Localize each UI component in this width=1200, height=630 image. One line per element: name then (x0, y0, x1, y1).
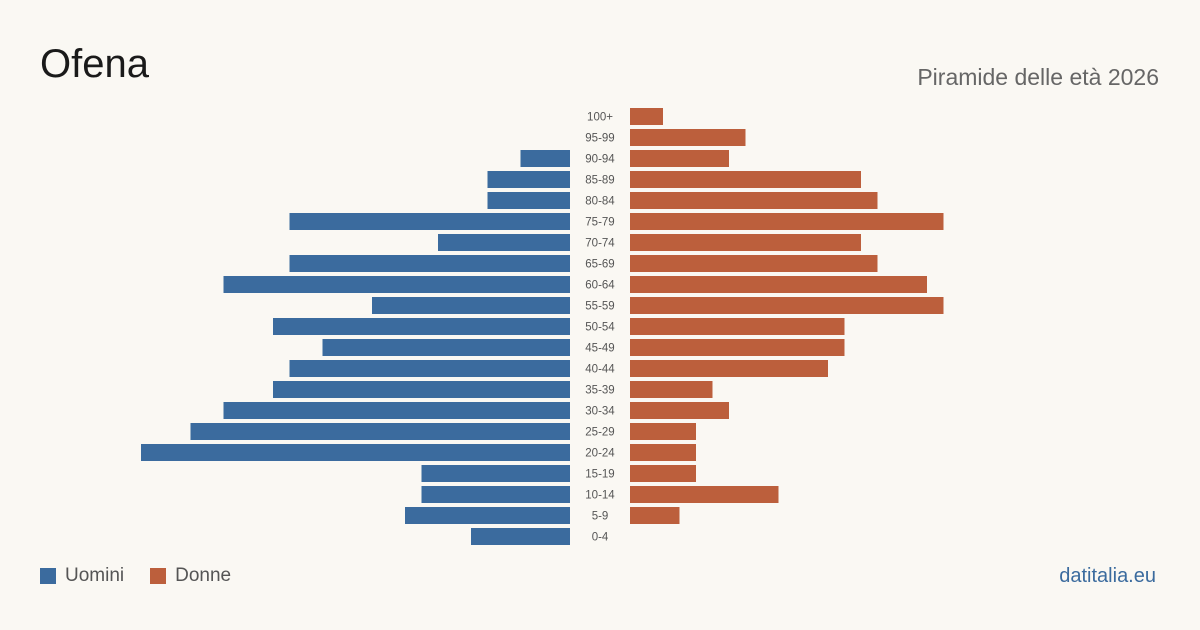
bar-men-45-49 (322, 339, 570, 356)
legend-swatch-men (40, 568, 56, 584)
age-label-90-94: 90-94 (585, 154, 615, 166)
bar-women-75-79 (630, 213, 944, 230)
bar-men-90-94 (520, 150, 570, 167)
bar-men-0-4 (471, 528, 570, 545)
bar-women-65-69 (630, 255, 878, 272)
bar-women-45-49 (630, 339, 845, 356)
age-label-60-64: 60-64 (585, 280, 615, 292)
age-label-10-14: 10-14 (585, 490, 615, 502)
age-labels-group: 100+ 95-99 90-94 85-89 80-84 75-79 70-74 65-69 6… (585, 112, 615, 544)
age-label-40-44: 40-44 (585, 364, 615, 376)
bar-women-15-19 (630, 465, 696, 482)
chart-subtitle: Piramide delle età 2026 (917, 64, 1159, 90)
bar-women-95-99 (630, 129, 746, 146)
legend-item-women: Donne (150, 565, 231, 587)
bar-women-85-89 (630, 171, 861, 188)
bar-men-15-19 (421, 465, 570, 482)
bar-women-25-29 (630, 423, 696, 440)
age-label-50-54: 50-54 (585, 322, 615, 334)
bar-men-30-34 (223, 402, 570, 419)
age-label-45-49: 45-49 (585, 343, 614, 355)
bar-men-50-54 (273, 318, 570, 335)
age-label-5-9: 5-9 (592, 511, 609, 523)
bar-men-70-74 (438, 234, 570, 251)
age-label-20-24: 20-24 (585, 448, 615, 460)
legend-swatch-women (150, 568, 167, 584)
age-label-35-39: 35-39 (585, 385, 614, 397)
bar-women-30-34 (630, 402, 729, 419)
bar-women-5-9 (630, 507, 680, 524)
bar-women-10-14 (630, 486, 779, 503)
age-label-75-79: 75-79 (585, 217, 614, 229)
bar-women-60-64 (630, 276, 927, 293)
age-label-95-99: 95-99 (585, 133, 614, 145)
source-link[interactable]: datitalia.eu (1059, 565, 1156, 587)
bar-men-55-59 (372, 297, 570, 314)
bar-women-50-54 (630, 318, 845, 335)
women-bars-group (630, 108, 944, 524)
age-label-25-29: 25-29 (585, 427, 614, 439)
bar-men-25-29 (190, 423, 570, 440)
bar-men-35-39 (273, 381, 570, 398)
age-label-85-89: 85-89 (585, 175, 614, 187)
age-label-30-34: 30-34 (585, 406, 615, 418)
bar-men-60-64 (223, 276, 570, 293)
men-bars-group (141, 150, 570, 545)
legend-item-men: Uomini (40, 565, 124, 587)
age-label-100-plus: 100+ (587, 112, 613, 124)
bar-women-70-74 (630, 234, 861, 251)
bar-men-40-44 (289, 360, 570, 377)
bar-women-40-44 (630, 360, 828, 377)
legend-label-women: Donne (175, 565, 232, 586)
bar-women-20-24 (630, 444, 696, 461)
age-label-65-69: 65-69 (585, 259, 614, 271)
age-label-70-74: 70-74 (585, 238, 615, 250)
legend: Uomini Donne (40, 565, 257, 587)
bar-men-75-79 (289, 213, 570, 230)
legend-label-men: Uomini (65, 565, 125, 586)
chart-title: Ofena (40, 42, 149, 86)
bar-women-80-84 (630, 192, 878, 209)
age-label-80-84: 80-84 (585, 196, 615, 208)
bar-men-20-24 (141, 444, 570, 461)
bar-women-35-39 (630, 381, 713, 398)
bar-men-85-89 (487, 171, 570, 188)
age-label-0-4: 0-4 (592, 532, 609, 544)
bar-women-100-plus (630, 108, 663, 125)
bar-men-80-84 (487, 192, 570, 209)
bar-men-65-69 (289, 255, 570, 272)
bar-men-5-9 (405, 507, 570, 524)
bar-men-10-14 (421, 486, 570, 503)
age-label-15-19: 15-19 (585, 469, 614, 481)
age-label-55-59: 55-59 (585, 301, 614, 313)
bar-women-55-59 (630, 297, 944, 314)
bar-women-90-94 (630, 150, 729, 167)
